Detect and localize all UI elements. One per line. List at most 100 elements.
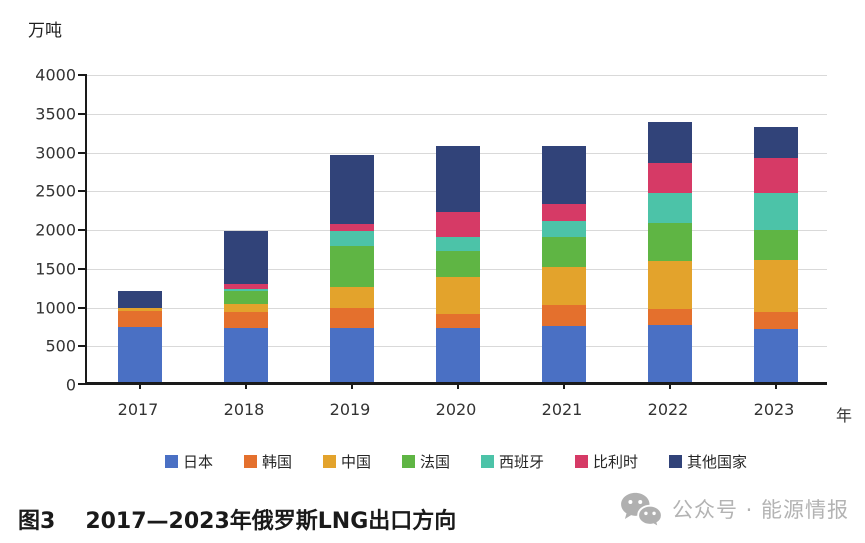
legend-item-japan: 日本 xyxy=(164,451,213,472)
x-tick-label-2018: 2018 xyxy=(223,400,265,419)
figure-title: 2017—2023年俄罗斯LNG出口方向 xyxy=(85,509,457,534)
bar-2023-korea-segment xyxy=(754,312,798,330)
bar-2023-china-segment xyxy=(754,259,798,313)
bar-2019-korea-segment xyxy=(330,308,374,328)
bar-2018-spain-segment xyxy=(224,289,268,291)
bar-2020-belgium-segment xyxy=(436,212,480,237)
x-tick-label-2022: 2022 xyxy=(647,400,689,419)
x-axis-tick-2017 xyxy=(139,382,141,389)
x-axis-tick-2019 xyxy=(351,382,353,389)
bar-2021-france-segment xyxy=(542,236,586,267)
bar-2022-spain-segment xyxy=(648,192,692,223)
y-tick-label-2500: 2500 xyxy=(35,181,76,201)
bar-2022-others-segment xyxy=(648,122,692,163)
x-tick-label-2020: 2020 xyxy=(435,400,477,419)
bar-2021-belgium-segment xyxy=(542,204,586,221)
bar-2017-others-segment xyxy=(118,290,162,308)
bar-2019-spain-segment xyxy=(330,231,374,247)
bar-2020-spain-segment xyxy=(436,236,480,252)
legend-label-china: 中国 xyxy=(340,453,371,471)
bar-2023-belgium-segment xyxy=(754,158,798,193)
bar-2022-belgium-segment xyxy=(648,162,692,193)
x-axis-tick-2023 xyxy=(775,382,777,389)
y-tick-label-1500: 1500 xyxy=(35,259,76,279)
y-tick-label-3500: 3500 xyxy=(35,104,76,124)
y-axis-tick-2500 xyxy=(78,190,87,193)
legend-item-belgium: 比利时 xyxy=(575,451,638,472)
wechat-icon xyxy=(620,491,663,530)
bar-2023-japan-segment xyxy=(754,329,798,382)
bar-2021-others-segment xyxy=(542,145,586,205)
y-tick-label-3000: 3000 xyxy=(35,143,76,162)
bar-2017-japan-segment xyxy=(118,326,162,382)
x-axis-tick-2018 xyxy=(245,382,247,389)
bar-2022-china-segment xyxy=(648,261,692,310)
figure-number: 图3 xyxy=(18,509,56,534)
bar-2018-japan-segment xyxy=(224,328,268,382)
bar-2022-japan-segment xyxy=(648,324,692,382)
plot-area xyxy=(78,74,827,389)
legend-label-others: 其他国家 xyxy=(687,453,748,471)
legend-label-korea: 韩国 xyxy=(261,453,292,471)
legend-label-belgium: 比利时 xyxy=(593,453,639,471)
watermark-text: 公众号 · 能源情报 xyxy=(671,498,849,522)
bar-2020-others-segment xyxy=(436,145,480,213)
y-axis-tick-2000 xyxy=(78,229,87,231)
bar-2019-others-segment xyxy=(330,154,374,224)
legend-swatch-france xyxy=(401,455,415,468)
bar-2023-france-segment xyxy=(754,230,798,260)
bar-2018-china-segment xyxy=(224,304,268,312)
gridline-3500 xyxy=(87,113,827,115)
figure-caption: 图3 2017—2023年俄罗斯LNG出口方向 xyxy=(18,503,456,535)
y-axis-tick-1000 xyxy=(78,306,87,309)
legend-swatch-belgium xyxy=(575,455,589,468)
bar-2020-france-segment xyxy=(436,251,480,277)
x-tick-label-2019: 2019 xyxy=(329,400,371,419)
bar-2017-china-segment xyxy=(118,307,162,311)
y-axis-tick-1500 xyxy=(78,267,87,270)
y-axis-tick-3500 xyxy=(78,112,87,115)
bar-2021-korea-segment xyxy=(542,304,586,326)
y-axis-tick-4000 xyxy=(78,74,87,76)
bar-2023-spain-segment xyxy=(754,192,798,231)
legend-swatch-japan xyxy=(164,455,178,468)
y-axis-tick-labels: 0 500 1000 1500 2000 2500 3000 3500 4000 xyxy=(0,66,76,395)
bar-2022-korea-segment xyxy=(648,309,692,325)
bar-2019-japan-segment xyxy=(330,327,374,382)
y-axis-tick-0 xyxy=(78,383,87,385)
y-tick-label-4000: 4000 xyxy=(35,65,76,85)
bar-2022-france-segment xyxy=(648,222,692,262)
bar-2019-belgium-segment xyxy=(330,223,374,232)
bar-2018-others-segment xyxy=(224,230,268,284)
legend-swatch-spain xyxy=(481,455,494,468)
y-tick-label-500: 500 xyxy=(45,336,76,356)
y-tick-label-2000: 2000 xyxy=(35,220,76,240)
x-axis-tick-2020 xyxy=(457,382,459,389)
legend-item-china: 中国 xyxy=(322,451,371,472)
bar-2021-china-segment xyxy=(542,266,586,305)
legend-label-france: 法国 xyxy=(419,453,450,471)
bar-2021-spain-segment xyxy=(542,220,586,237)
bar-2023-others-segment xyxy=(754,127,798,159)
bar-2018-korea-segment xyxy=(224,311,268,329)
watermark: 公众号 · 能源情报 xyxy=(620,491,849,530)
legend-item-korea: 韩国 xyxy=(243,451,292,472)
legend-swatch-others xyxy=(669,455,683,468)
x-axis-tick-2022 xyxy=(669,382,671,389)
chart-legend: 日本 韩国 中国 法国 西班牙 比利时 其他国家 xyxy=(85,451,827,472)
y-axis-tick-3000 xyxy=(78,151,87,154)
y-axis-tick-500 xyxy=(78,345,87,348)
y-tick-label-1000: 1000 xyxy=(35,298,76,317)
gridline-4000 xyxy=(87,75,827,76)
bar-2019-china-segment xyxy=(330,286,374,309)
x-tick-label-2023: 2023 xyxy=(753,400,795,419)
x-tick-label-2017: 2017 xyxy=(117,400,159,419)
bar-2020-china-segment xyxy=(436,276,480,314)
y-axis-unit-label: 万吨 xyxy=(28,21,62,41)
legend-item-spain: 西班牙 xyxy=(481,451,544,472)
x-axis-unit-label: 年 xyxy=(836,406,853,425)
legend-label-japan: 日本 xyxy=(182,453,213,471)
x-axis-tick-2021 xyxy=(563,382,565,389)
legend-item-france: 法国 xyxy=(401,451,450,472)
